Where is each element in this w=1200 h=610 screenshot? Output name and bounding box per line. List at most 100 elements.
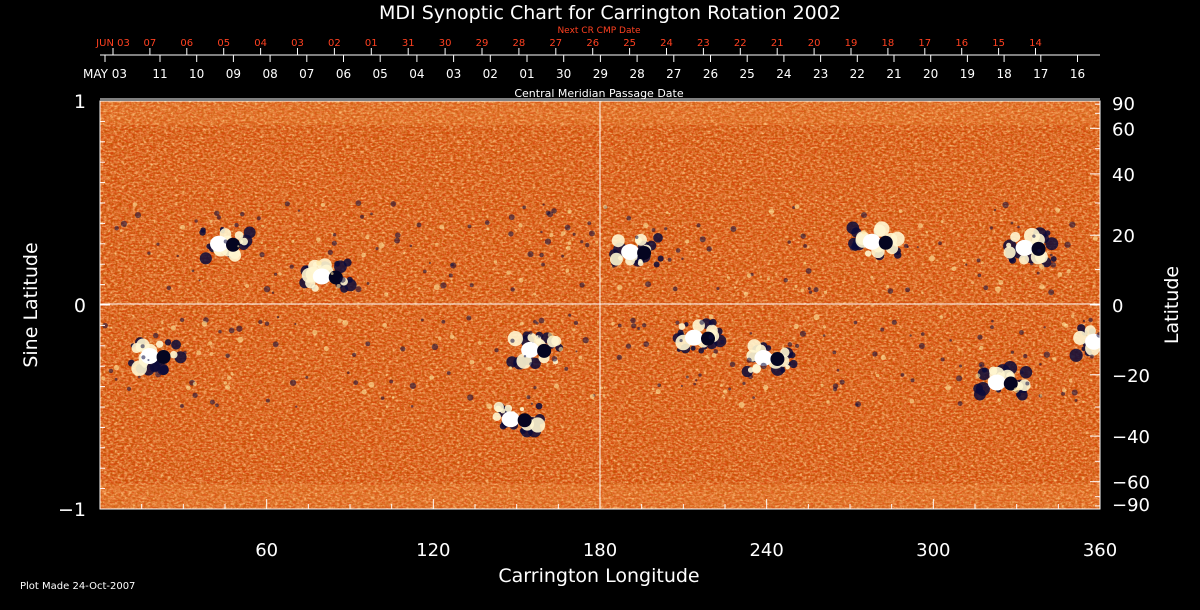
- network-patch: [192, 392, 198, 398]
- network-patch: [365, 235, 370, 239]
- network-patch: [708, 314, 714, 320]
- next-cmp-tick-label: 02: [328, 38, 341, 49]
- network-patch: [909, 398, 915, 404]
- cmp-date-tick-label: 30: [556, 67, 571, 81]
- y-right-tick-label: 20: [1112, 226, 1135, 247]
- network-patch: [711, 352, 717, 358]
- network-patch: [642, 323, 647, 328]
- network-patch: [938, 241, 942, 246]
- network-patch: [439, 224, 445, 230]
- network-patch: [551, 208, 557, 214]
- field-region: [506, 330, 564, 370]
- next-cmp-tick-label: 19: [845, 38, 858, 49]
- network-patch: [487, 366, 492, 371]
- network-patch: [1052, 357, 1056, 361]
- network-patch: [209, 352, 214, 356]
- network-patch: [752, 396, 756, 400]
- cmp-date-axis: MAY 03 11 10 09 08 07 06 05 04 03 02 01 30 29 28 27 26 25…: [83, 55, 1100, 100]
- network-patch: [409, 382, 417, 389]
- network-patch: [446, 371, 451, 375]
- network-patch: [467, 224, 472, 229]
- network-patch: [409, 244, 413, 248]
- network-patch: [959, 364, 963, 368]
- network-patch: [256, 216, 261, 221]
- cmp-date-tick-label: 25: [740, 67, 755, 81]
- network-patch: [891, 319, 897, 325]
- network-patch: [390, 201, 397, 207]
- network-patch: [342, 319, 349, 326]
- plot-made-note: Plot Made 24-Oct-2007: [20, 581, 135, 592]
- network-patch: [957, 401, 963, 407]
- network-patch: [730, 225, 737, 232]
- network-patch: [909, 334, 912, 337]
- network-patch: [271, 291, 275, 294]
- network-patch: [1092, 235, 1098, 241]
- negative-polarity-patch: [1115, 351, 1123, 359]
- network-patch: [477, 341, 482, 345]
- cmp-date-tick-label: 17: [1033, 67, 1048, 81]
- network-patch: [991, 319, 994, 323]
- y-right-tick-label: −60: [1112, 473, 1150, 494]
- network-patch: [1039, 394, 1043, 397]
- network-patch: [573, 320, 579, 326]
- network-patch: [272, 341, 279, 348]
- network-patch: [378, 242, 385, 249]
- network-patch: [183, 350, 187, 355]
- network-patch: [675, 248, 681, 253]
- negative-polarity-patch: [1045, 237, 1059, 251]
- network-patch: [920, 332, 925, 336]
- positive-polarity-patch: [1018, 254, 1030, 265]
- network-patch: [603, 204, 608, 209]
- field-region: [1069, 324, 1123, 362]
- cmp-date-tick-label: 22: [850, 67, 865, 81]
- network-patch: [564, 224, 571, 231]
- next-cmp-tick-label: 25: [623, 38, 636, 49]
- network-patch: [336, 283, 341, 288]
- network-patch: [651, 387, 655, 391]
- positive-polarity-patch: [504, 404, 513, 413]
- network-patch: [260, 241, 263, 245]
- network-patch: [685, 375, 689, 379]
- network-patch: [1010, 350, 1015, 354]
- cmp-date-tick-label: 08: [262, 67, 277, 81]
- positive-polarity-patch: [1010, 231, 1021, 243]
- cmp-date-tick-label: 20: [923, 67, 938, 81]
- network-patch: [743, 291, 749, 297]
- network-patch: [126, 386, 132, 391]
- network-patch: [655, 388, 661, 395]
- cmp-date-tick-label: 11: [152, 67, 167, 81]
- next-cmp-tick-label: 03: [291, 38, 304, 49]
- network-patch: [1020, 370, 1024, 374]
- network-patch: [305, 375, 309, 379]
- network-patch: [983, 285, 989, 291]
- negative-polarity-patch: [789, 352, 796, 359]
- next-cmp-tick-label: 23: [697, 38, 710, 49]
- network-patch: [1050, 262, 1057, 268]
- network-patch: [1069, 221, 1076, 228]
- network-patch: [977, 334, 983, 340]
- network-patch: [993, 208, 997, 212]
- network-patch: [706, 246, 712, 252]
- network-patch: [1043, 351, 1051, 358]
- negative-polarity-patch: [698, 347, 705, 354]
- network-patch: [155, 371, 162, 378]
- network-patch: [708, 319, 715, 326]
- network-patch: [264, 321, 270, 326]
- negative-polarity-patch: [653, 261, 660, 268]
- network-patch: [729, 361, 736, 368]
- positive-polarity-patch: [611, 234, 625, 248]
- network-patch: [822, 325, 827, 329]
- network-patch: [265, 398, 270, 403]
- network-patch: [945, 384, 951, 391]
- network-patch: [916, 246, 919, 249]
- network-patch: [549, 232, 554, 238]
- positive-polarity-patch: [865, 250, 872, 257]
- next-cmp-tick-label: 30: [439, 38, 452, 49]
- network-patch: [198, 279, 201, 282]
- y-right-tick-label: −40: [1112, 427, 1150, 448]
- network-patch: [1010, 221, 1014, 225]
- network-patch: [240, 211, 245, 217]
- network-patch: [997, 398, 1001, 402]
- network-patch: [727, 276, 731, 280]
- network-patch: [1071, 314, 1075, 318]
